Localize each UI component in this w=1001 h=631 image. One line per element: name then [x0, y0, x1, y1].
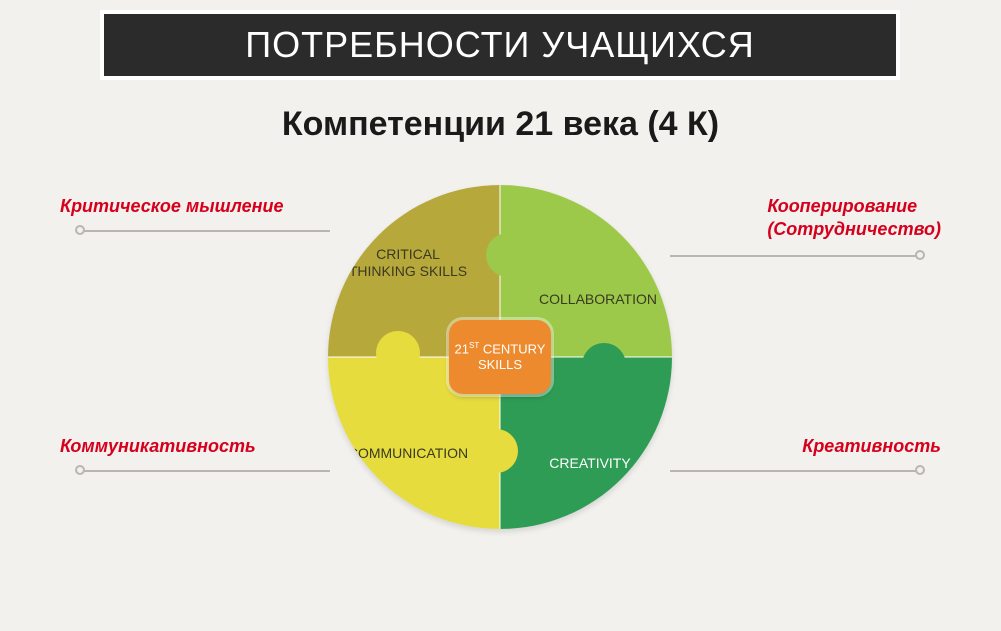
banner-title: ПОТРЕБНОСТИ УЧАЩИХСЯ	[245, 24, 755, 66]
center-badge: 21ST CENTURY SKILLS	[449, 320, 551, 394]
banner: ПОТРЕБНОСТИ УЧАЩИХСЯ	[100, 10, 900, 80]
leader-line	[670, 255, 920, 257]
puzzle-knob	[474, 429, 518, 473]
leader-line	[80, 470, 330, 472]
puzzle-knob	[582, 343, 626, 387]
leader-line	[80, 230, 330, 232]
leader-line	[670, 470, 920, 472]
label-cooperation: Кооперирование (Сотрудничество)	[767, 195, 941, 240]
quadrant-label: CREATIVITY	[541, 455, 638, 472]
label-communication: Коммуникативность	[60, 435, 256, 458]
puzzle-circle: CRITICAL THINKING SKILLS COLLABORATION C…	[328, 185, 672, 529]
quadrant-label: COMMUNICATION	[340, 445, 476, 462]
puzzle-knob	[376, 331, 420, 375]
subtitle: Компетенции 21 века (4 К)	[0, 105, 1001, 144]
quadrant-label: CRITICAL THINKING SKILLS	[333, 246, 483, 280]
label-cooperation-line1: Кооперирование	[767, 196, 917, 216]
leader-dot	[75, 465, 85, 475]
puzzle-knob	[486, 233, 530, 277]
label-creativity: Креативность	[802, 435, 941, 458]
label-critical-thinking: Критическое мышление	[60, 195, 283, 218]
leader-dot	[915, 250, 925, 260]
diagram-area: Критическое мышление Кооперирование (Сот…	[0, 155, 1001, 631]
quadrant-label: COLLABORATION	[531, 291, 665, 308]
center-badge-text: 21ST CENTURY SKILLS	[455, 341, 546, 373]
label-cooperation-line2: (Сотрудничество)	[767, 219, 941, 239]
leader-dot	[915, 465, 925, 475]
leader-dot	[75, 225, 85, 235]
